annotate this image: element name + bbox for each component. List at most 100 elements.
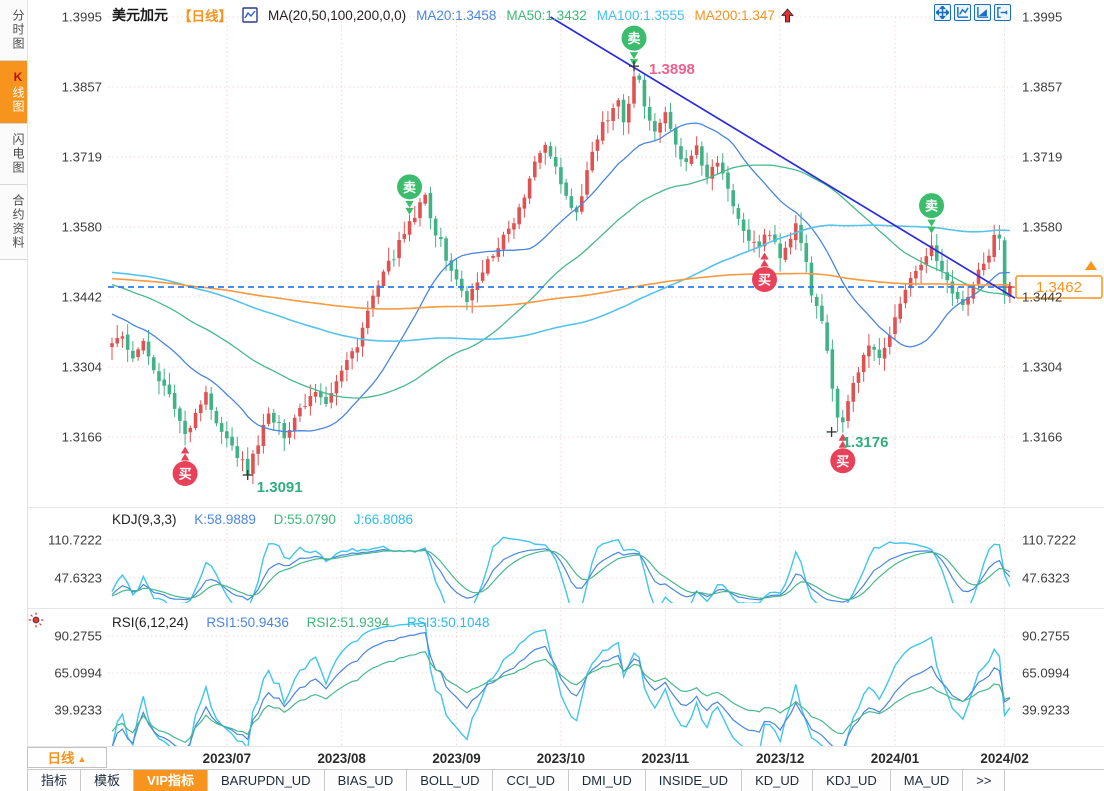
sidebar-item-contract-info[interactable]: 合约资料 xyxy=(0,185,27,260)
rsi-axis-label: 65.0994 xyxy=(54,666,102,681)
buy-signal-badge xyxy=(752,266,777,292)
y-axis-label-left: 1.3166 xyxy=(62,430,102,445)
signal-arrow-icon xyxy=(760,259,769,267)
ma100-value: MA100:1.3555 xyxy=(596,7,685,23)
bottom-tab[interactable]: 指标 xyxy=(27,770,82,791)
sidebar-item-lightning-chart[interactable]: 闪电图 xyxy=(0,124,27,185)
rsi3-value: RSI3:50.1048 xyxy=(406,615,490,630)
bottom-tab[interactable]: VIP指标 xyxy=(134,770,208,791)
rsi1-line xyxy=(111,622,1011,746)
sell-signal-badge xyxy=(919,193,945,219)
gridlines xyxy=(28,16,1104,747)
chevron-up-icon: ▲ xyxy=(77,754,87,764)
period-tag: 【日线】 xyxy=(178,9,232,24)
kdj-title: KDJ(9,3,3) xyxy=(112,512,177,527)
kdj-axis-label: 110.7222 xyxy=(1022,533,1076,548)
ma20-line xyxy=(111,122,1010,433)
y-axis-label-left: 1.3580 xyxy=(62,220,102,235)
kdj-axis-label: 110.7222 xyxy=(48,533,102,548)
bottom-tab[interactable]: BARUPDN_UD xyxy=(208,770,325,791)
price-axis-tool-button[interactable] xyxy=(954,4,971,21)
signal-arrow-icon xyxy=(180,453,190,461)
time-axis-tool-button[interactable] xyxy=(974,4,991,21)
x-axis-label: 2024/02 xyxy=(980,751,1028,766)
signal-arrow-icon xyxy=(927,219,936,227)
signal-arrow-icon xyxy=(180,446,190,454)
indicator-alert-icon[interactable] xyxy=(28,612,44,633)
bottom-tab[interactable]: KD_UD xyxy=(742,770,814,791)
buy-signal-badge-text: 买 xyxy=(758,272,771,287)
candles xyxy=(110,66,1012,485)
chart-style-icon[interactable] xyxy=(242,7,258,23)
sidebar-item-kline-chart[interactable]: K线图 xyxy=(0,61,27,124)
sell-signal-badge-text: 卖 xyxy=(403,180,416,195)
ma200-line xyxy=(111,272,1010,310)
chart-header: 美元加元 【日线】 MA(20,50,100,200,0,0) MA20:1.3… xyxy=(112,3,794,27)
sell-signal-badge xyxy=(621,25,647,51)
kdj-d-value: D:55.0790 xyxy=(273,512,336,527)
y-axis-label-left: 1.3719 xyxy=(62,150,102,165)
bottom-tab[interactable]: 模板 xyxy=(81,770,135,791)
symbol-title: 美元加元 xyxy=(112,7,168,23)
exit-chart-button[interactable] xyxy=(994,4,1011,21)
rsi-title: RSI(6,12,24) xyxy=(112,615,189,630)
x-axis-label: 2023/10 xyxy=(537,751,585,766)
sidebar-item-label: K xyxy=(11,70,25,86)
rsi-axis-label: 90.2755 xyxy=(1022,629,1070,644)
kdj-j-line xyxy=(111,536,1011,603)
trendline[interactable] xyxy=(550,16,1016,299)
current-price-label xyxy=(1015,275,1103,299)
bottom-tab[interactable]: INSIDE_UD xyxy=(645,770,743,791)
bottom-tab[interactable]: KDJ_UD xyxy=(813,770,891,791)
price-alert-arrow-icon xyxy=(1085,261,1097,271)
x-axis-label: 2023/07 xyxy=(203,751,251,766)
x-axis-label: 2023/09 xyxy=(432,751,480,766)
pan-tool-button[interactable] xyxy=(934,4,951,21)
chart-type-sidebar: 分时图 K线图 闪电图 合约资料 xyxy=(0,0,28,791)
signal-arrow-icon xyxy=(405,207,414,215)
y-axis-label-left: 1.3442 xyxy=(62,290,102,305)
ma200-value: MA200:1.347 xyxy=(694,7,775,23)
y-axis-label-right: 1.3304 xyxy=(1022,360,1062,375)
bottom-tab[interactable]: >> xyxy=(963,770,1006,791)
period-selector[interactable]: 日线 ▲ xyxy=(27,747,107,768)
y-axis-label-right: 1.3442 xyxy=(1022,290,1062,305)
bottom-tab[interactable]: CCI_UD xyxy=(493,770,569,791)
x-axis-label: 2023/08 xyxy=(317,751,366,766)
sidebar-item-time-chart[interactable]: 分时图 xyxy=(0,0,27,61)
ma100-line xyxy=(111,224,1010,343)
kdj-header: KDJ(9,3,3) K:58.9889 D:55.0790 J:66.8086 xyxy=(112,512,427,527)
indicator-tabbar: 指标 模板 VIP指标 BARUPDN_UD BIAS_UD BOLL_UD CCI_UD D… xyxy=(27,769,1104,791)
high-price-label: 1.3898 xyxy=(649,61,695,78)
rsi2-value: RSI2:51.9394 xyxy=(306,615,390,630)
signal-arrow-icon xyxy=(760,252,769,260)
ma-settings-label: MA(20,50,100,200,0,0) xyxy=(268,7,407,23)
x-axis-label: 2023/12 xyxy=(756,751,804,766)
kdj-d-line xyxy=(111,549,1011,601)
sell-signal-badge-text: 卖 xyxy=(925,199,938,214)
y-axis-label-right: 1.3166 xyxy=(1022,430,1062,445)
moving-average-lines xyxy=(111,122,1010,433)
rsi1-value: RSI1:50.9436 xyxy=(206,615,289,630)
bottom-tab[interactable]: DMI_UD xyxy=(568,770,646,791)
x-axis-label: 2023/11 xyxy=(641,751,689,766)
bottom-tab[interactable]: MA_UD xyxy=(890,770,964,791)
buy-signal-badge xyxy=(172,461,198,487)
kdj-axis-label: 47.6323 xyxy=(54,571,102,586)
chart-toolbar xyxy=(934,4,1011,21)
sidebar-item-label: 线图 xyxy=(11,86,25,114)
ma50-value: MA50:1.3432 xyxy=(506,7,587,23)
axis-label: 1.3462 xyxy=(1036,279,1082,296)
bottom-tab[interactable]: BOLL_UD xyxy=(407,770,494,791)
low-price-label: 1.3176 xyxy=(843,434,889,451)
rsi-header: RSI(6,12,24) RSI1:50.9436 RSI2:51.9394 R… xyxy=(112,615,504,630)
ma20-value: MA20:1.3458 xyxy=(416,7,497,23)
kdj-j-value: J:66.8086 xyxy=(353,512,414,527)
bottom-tab[interactable]: BIAS_UD xyxy=(324,770,408,791)
rsi-axis-label: 90.2755 xyxy=(54,629,102,644)
period-selector-label: 日线 xyxy=(47,751,75,766)
signal-arrow-icon xyxy=(838,440,847,448)
signal-arrow-icon xyxy=(927,226,936,234)
